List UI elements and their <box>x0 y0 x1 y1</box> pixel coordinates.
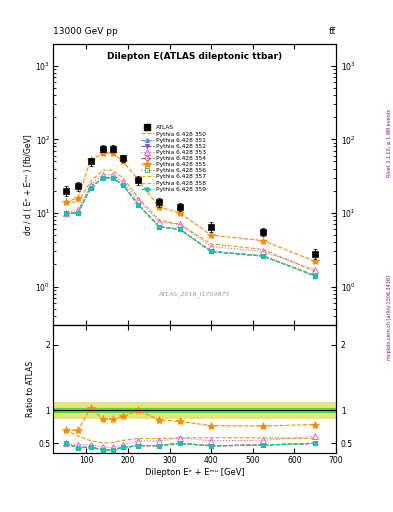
Text: ATLAS_2019_I1759875: ATLAS_2019_I1759875 <box>159 291 230 297</box>
Text: Rivet 3.1.10, ≥ 1.9M events: Rivet 3.1.10, ≥ 1.9M events <box>387 109 392 178</box>
Text: Dilepton E(ATLAS dileptonic ttbar): Dilepton E(ATLAS dileptonic ttbar) <box>107 52 282 61</box>
Bar <box>53 402 336 419</box>
Text: mcplots.cern.ch [arXiv:1306.3436]: mcplots.cern.ch [arXiv:1306.3436] <box>387 275 392 360</box>
Text: tt̅: tt̅ <box>329 27 336 36</box>
Y-axis label: dσ / d ( Eᵉ + Eᵐᵘ ) [fb/GeV]: dσ / d ( Eᵉ + Eᵐᵘ ) [fb/GeV] <box>24 134 33 234</box>
Text: 13000 GeV pp: 13000 GeV pp <box>53 27 118 36</box>
X-axis label: Dilepton Eᵉ + Eᵐᵘ [GeV]: Dilepton Eᵉ + Eᵐᵘ [GeV] <box>145 467 244 477</box>
Y-axis label: Ratio to ATLAS: Ratio to ATLAS <box>26 361 35 417</box>
Legend: ATLAS, Pythia 6.428 350, Pythia 6.428 351, Pythia 6.428 352, Pythia 6.428 353, P: ATLAS, Pythia 6.428 350, Pythia 6.428 35… <box>141 125 206 191</box>
Bar <box>53 408 336 413</box>
